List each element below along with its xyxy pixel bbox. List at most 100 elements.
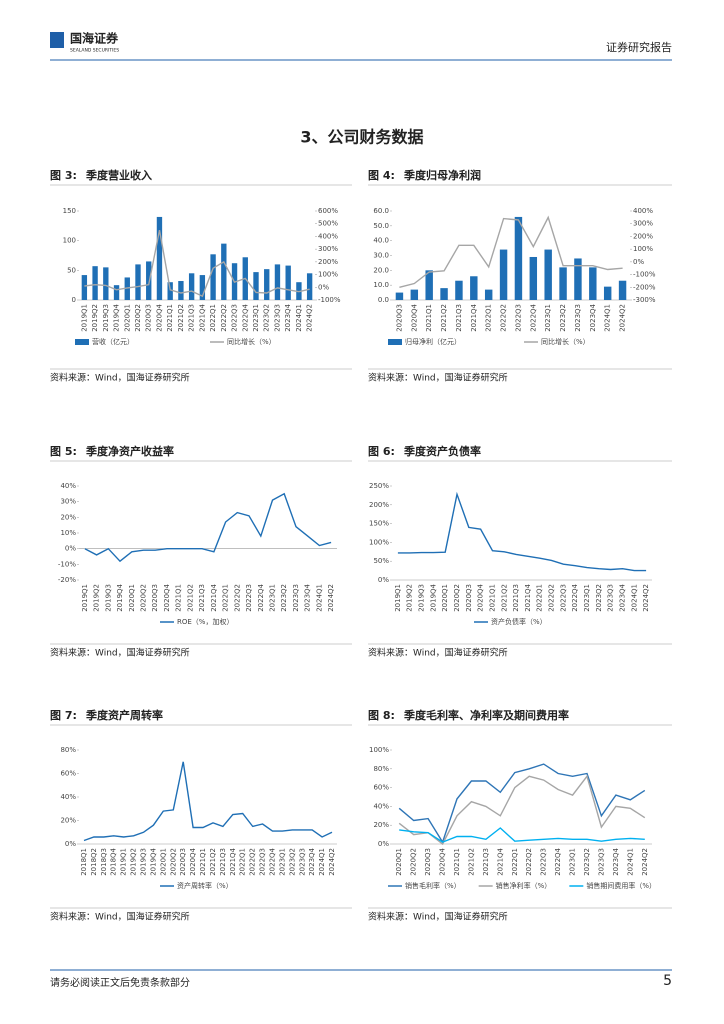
x-tick-label: 2019Q3: [418, 584, 426, 612]
figure-label: 图 3:: [50, 169, 77, 182]
x-tick-label: 2020Q4: [477, 583, 485, 611]
y2-tick-label: 100%: [318, 271, 338, 279]
legend-swatch: [75, 339, 89, 345]
x-tick-label: 2023Q1: [278, 848, 286, 876]
legend-swatch: [388, 339, 402, 345]
figure-title: 季度毛利率、净利率及期间费用率: [403, 708, 569, 722]
x-tick-label: 2020Q2: [169, 848, 177, 876]
y-tick-label: 100%: [369, 746, 389, 754]
y2-tick-label: -200%: [633, 283, 656, 291]
x-tick-label: 2023Q1: [569, 848, 577, 876]
y-tick-label: 20%: [60, 513, 76, 521]
bar: [395, 292, 404, 300]
x-tick-label: 2020Q1: [441, 584, 449, 612]
x-tick-label: 2022Q2: [233, 584, 241, 612]
x-tick-label: 2021Q3: [198, 584, 206, 612]
logo-icon: [50, 32, 64, 48]
y2-tick-label: 100%: [633, 245, 653, 253]
line: [397, 491, 647, 572]
y-tick-label: 30%: [60, 498, 76, 506]
bar: [135, 264, 141, 300]
x-tick-label: 2022Q2: [220, 304, 228, 332]
x-tick-label: 2021Q1: [166, 304, 174, 332]
y-tick-label: 0%: [65, 840, 76, 848]
x-tick-label: 2023Q2: [263, 304, 271, 332]
bar: [529, 256, 538, 300]
x-tick-label: 2023Q1: [269, 584, 277, 612]
figure-title: 季度资产周转率: [85, 708, 163, 722]
x-tick-label: 2020Q2: [453, 584, 461, 612]
x-tick-label: 2020Q1: [395, 848, 403, 876]
y-tick-label: 60%: [373, 784, 389, 792]
legend-label: 资产周转率（%）: [177, 881, 233, 890]
legend-label: 资产负债率（%）: [491, 617, 547, 626]
x-tick-label: 2024Q2: [619, 304, 627, 332]
x-tick-label: 2022Q1: [209, 304, 217, 332]
figure-label: 图 8:: [368, 709, 395, 722]
figure-label: 图 7:: [50, 709, 77, 722]
x-tick-label: 2023Q2: [288, 848, 296, 876]
y2-tick-label: 200%: [318, 258, 338, 266]
legend-label: 归母净利（亿元）: [405, 337, 461, 346]
x-tick-label: 2021Q1: [199, 848, 207, 876]
x-tick-label: 2021Q4: [496, 847, 504, 875]
y-tick-label: 80%: [60, 746, 76, 754]
x-tick-label: 2024Q1: [630, 584, 638, 612]
bar: [156, 216, 163, 300]
x-tick-label: 2023Q3: [298, 848, 306, 876]
x-tick-label: 2021Q1: [488, 584, 496, 612]
y2-tick-label: 300%: [633, 220, 653, 228]
line: [83, 761, 333, 842]
x-tick-label: 2021Q2: [209, 848, 217, 876]
x-tick-label: 2022Q4: [241, 303, 249, 331]
y2-tick-label: 300%: [318, 245, 338, 253]
logo-en: SEALAND SECURITIES: [70, 48, 119, 54]
y-tick-label: -10%: [58, 560, 76, 568]
report-type: 证券研究报告: [606, 40, 672, 54]
x-tick-label: 2020Q4: [189, 847, 197, 875]
bar: [470, 276, 478, 300]
bar: [274, 264, 281, 300]
y-tick-label: 50: [67, 266, 76, 274]
x-tick-label: 2020Q2: [140, 584, 148, 612]
y-tick-label: 0%: [65, 545, 76, 553]
x-tick-label: 2020Q3: [424, 848, 432, 876]
x-tick-label: 2018Q2: [90, 848, 98, 876]
legend-label: ROE（%，加权）: [177, 617, 233, 626]
x-tick-label: 2021Q4: [470, 303, 478, 331]
y2-tick-label: -100%: [318, 296, 341, 304]
x-tick-label: 2021Q3: [482, 848, 490, 876]
y-tick-label: 40.0: [373, 237, 389, 245]
bar: [484, 289, 493, 300]
legend-label: 销售净利率（%）: [496, 881, 552, 890]
bar: [92, 266, 98, 300]
x-tick-label: 2020Q4: [155, 303, 163, 331]
bar: [514, 216, 523, 300]
line: [398, 763, 646, 844]
x-tick-label: 2023Q4: [284, 303, 292, 331]
y-tick-label: 50%: [373, 557, 389, 565]
x-tick-label: 2020Q2: [410, 848, 418, 876]
bar: [410, 289, 419, 300]
y2-tick-label: 0%: [318, 283, 329, 291]
x-tick-label: 2024Q2: [641, 848, 649, 876]
x-tick-label: 2024Q1: [315, 584, 323, 612]
x-tick-label: 2024Q2: [306, 304, 314, 332]
x-tick-label: 2023Q4: [308, 847, 316, 875]
x-tick-label: 2022Q4: [257, 583, 265, 611]
x-tick-label: 2021Q3: [219, 848, 227, 876]
x-tick-label: 2021Q3: [188, 304, 196, 332]
x-tick-label: 2024Q2: [642, 584, 650, 612]
x-tick-label: 2022Q2: [500, 304, 508, 332]
bar: [103, 267, 109, 300]
x-tick-label: 2023Q3: [607, 584, 615, 612]
y-tick-label: 10.0: [373, 281, 389, 289]
y-tick-label: -20%: [58, 576, 76, 584]
x-tick-label: 2023Q1: [583, 584, 591, 612]
y-tick-label: 250%: [369, 482, 389, 490]
x-tick-label: 2019Q3: [102, 304, 110, 332]
x-tick-label: 2021Q2: [177, 304, 185, 332]
figure-title: 季度营业收入: [85, 168, 152, 182]
x-tick-label: 2019Q1: [81, 584, 89, 612]
